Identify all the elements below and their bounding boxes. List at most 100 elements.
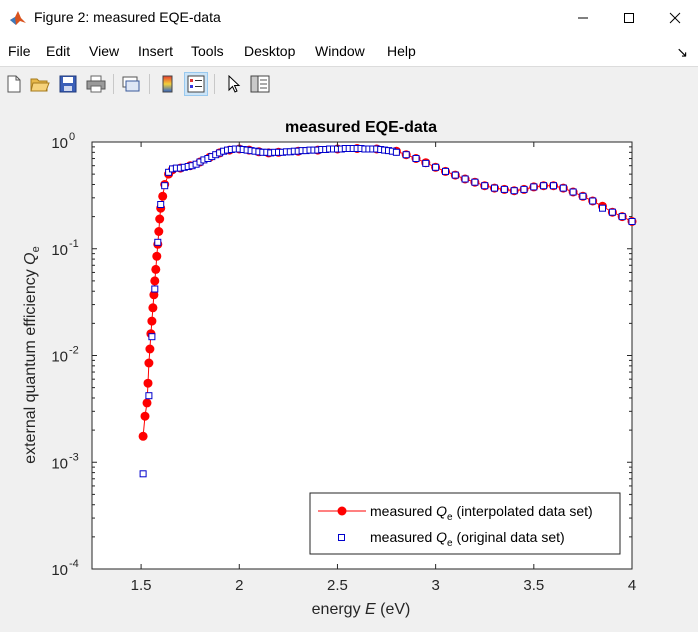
menu-edit[interactable]: Edit xyxy=(46,43,70,59)
y-axis-label-prefix: external quantum efficiency xyxy=(22,265,39,464)
title-bar: Figure 2: measured EQE-data xyxy=(0,0,698,36)
toolbar-separator xyxy=(214,74,215,94)
interpolated-point xyxy=(145,345,154,354)
print-button[interactable] xyxy=(84,72,108,96)
x-tick-label: 2.5 xyxy=(327,577,348,594)
save-button[interactable] xyxy=(56,72,80,96)
original-point xyxy=(570,189,576,195)
interpolated-point xyxy=(144,359,153,368)
y-tick-exponent: -3 xyxy=(69,451,79,463)
close-icon xyxy=(669,12,681,24)
x-tick-label: 2 xyxy=(235,577,243,594)
x-tick-label: 3.5 xyxy=(523,577,544,594)
original-point xyxy=(619,214,625,220)
y-tick-label: 10 xyxy=(51,242,68,259)
menu-file[interactable]: File xyxy=(8,43,31,59)
eqe-chart[interactable]: measured EQE-data 1.5 2 2.5 3 3.5 4 10 -410 -31… xyxy=(0,101,698,627)
new-figure-button[interactable] xyxy=(2,72,26,96)
maximize-button[interactable] xyxy=(606,0,652,36)
pointer-button[interactable] xyxy=(222,72,246,96)
save-icon xyxy=(59,75,77,93)
matlab-icon xyxy=(9,9,27,27)
original-point xyxy=(580,193,586,199)
y-tick-exponent: -4 xyxy=(69,558,79,570)
original-point xyxy=(433,164,439,170)
chart-title: measured EQE-data xyxy=(285,119,437,136)
legend-interpolated-prefix: measured xyxy=(370,503,436,519)
colorbar-icon xyxy=(160,75,176,93)
interpolated-point xyxy=(147,317,156,326)
menu-view[interactable]: View xyxy=(89,43,119,59)
x-axis-label-unit: (eV) xyxy=(376,601,411,618)
y-tick-exponent: -1 xyxy=(69,238,79,250)
dock-arrow-icon[interactable]: ↘ xyxy=(676,44,688,61)
colorbar-button[interactable] xyxy=(156,72,180,96)
y-tick-label: 10 xyxy=(51,135,68,152)
original-point xyxy=(162,183,168,189)
legend[interactable]: measured Qe (interpolated data set) meas… xyxy=(310,493,620,554)
open-file-button[interactable] xyxy=(28,72,52,96)
interpolated-point xyxy=(144,379,153,388)
open-file-icon xyxy=(30,75,50,93)
original-point xyxy=(146,393,152,399)
original-point xyxy=(521,186,527,192)
menu-insert[interactable]: Insert xyxy=(138,43,173,59)
original-point xyxy=(492,185,498,191)
menu-bar: File Edit View Insert Tools Desktop Wind… xyxy=(0,36,698,66)
interpolated-point xyxy=(148,303,157,312)
original-point xyxy=(600,205,606,211)
toolbar xyxy=(0,66,698,102)
y-axis-label-variable: Q xyxy=(22,252,39,264)
interpolated-point xyxy=(158,192,167,201)
interpolated-point xyxy=(154,227,163,236)
maximize-icon xyxy=(623,12,635,24)
minimize-icon xyxy=(577,12,589,24)
legend-marker-interpolated xyxy=(338,507,347,516)
interpolated-point xyxy=(150,276,159,285)
x-tick-labels: 1.5 2 2.5 3 3.5 4 xyxy=(131,577,637,594)
x-tick-label: 1.5 xyxy=(131,577,152,594)
original-point xyxy=(541,183,547,189)
toolbar-separator xyxy=(149,74,150,94)
original-point xyxy=(423,160,429,166)
legend-original-variable: Q xyxy=(436,529,447,545)
link-plot-button[interactable] xyxy=(119,72,143,96)
interpolated-point xyxy=(139,432,148,441)
property-editor-icon xyxy=(250,75,270,93)
close-button[interactable] xyxy=(652,0,698,36)
property-editor-button[interactable] xyxy=(248,72,272,96)
original-point xyxy=(531,184,537,190)
interpolated-point xyxy=(155,215,164,224)
original-point xyxy=(482,183,488,189)
original-point xyxy=(511,188,517,194)
menu-tools[interactable]: Tools xyxy=(191,43,224,59)
original-point xyxy=(443,168,449,174)
interpolated-point xyxy=(141,412,150,421)
x-axis-label-prefix: energy xyxy=(312,601,365,618)
y-tick-exponent: 0 xyxy=(69,131,75,143)
x-axis-label-variable: E xyxy=(365,601,376,618)
figure-area: measured EQE-data 1.5 2 2.5 3 3.5 4 10 -4 10 -3 1… xyxy=(0,101,698,627)
original-point xyxy=(629,219,635,225)
toolbar-separator xyxy=(113,74,114,94)
menu-window[interactable]: Window xyxy=(315,43,365,59)
menu-desktop[interactable]: Desktop xyxy=(244,43,295,59)
original-point xyxy=(452,172,458,178)
y-tick-label: 10 xyxy=(51,455,68,472)
interpolated-point xyxy=(152,252,161,261)
new-figure-icon xyxy=(5,75,23,93)
original-point xyxy=(551,183,557,189)
menu-help[interactable]: Help xyxy=(387,43,416,59)
minimize-button[interactable] xyxy=(560,0,606,36)
legend-button[interactable] xyxy=(184,72,208,96)
original-point xyxy=(149,334,155,340)
original-point xyxy=(413,156,419,162)
link-plot-icon xyxy=(121,75,141,93)
original-point xyxy=(152,286,158,292)
y-axis-label-subscript: e xyxy=(30,246,42,252)
y-axis-label: external quantum efficiency Qe xyxy=(22,246,42,464)
original-point xyxy=(560,185,566,191)
original-point xyxy=(158,202,164,208)
original-point xyxy=(501,186,507,192)
